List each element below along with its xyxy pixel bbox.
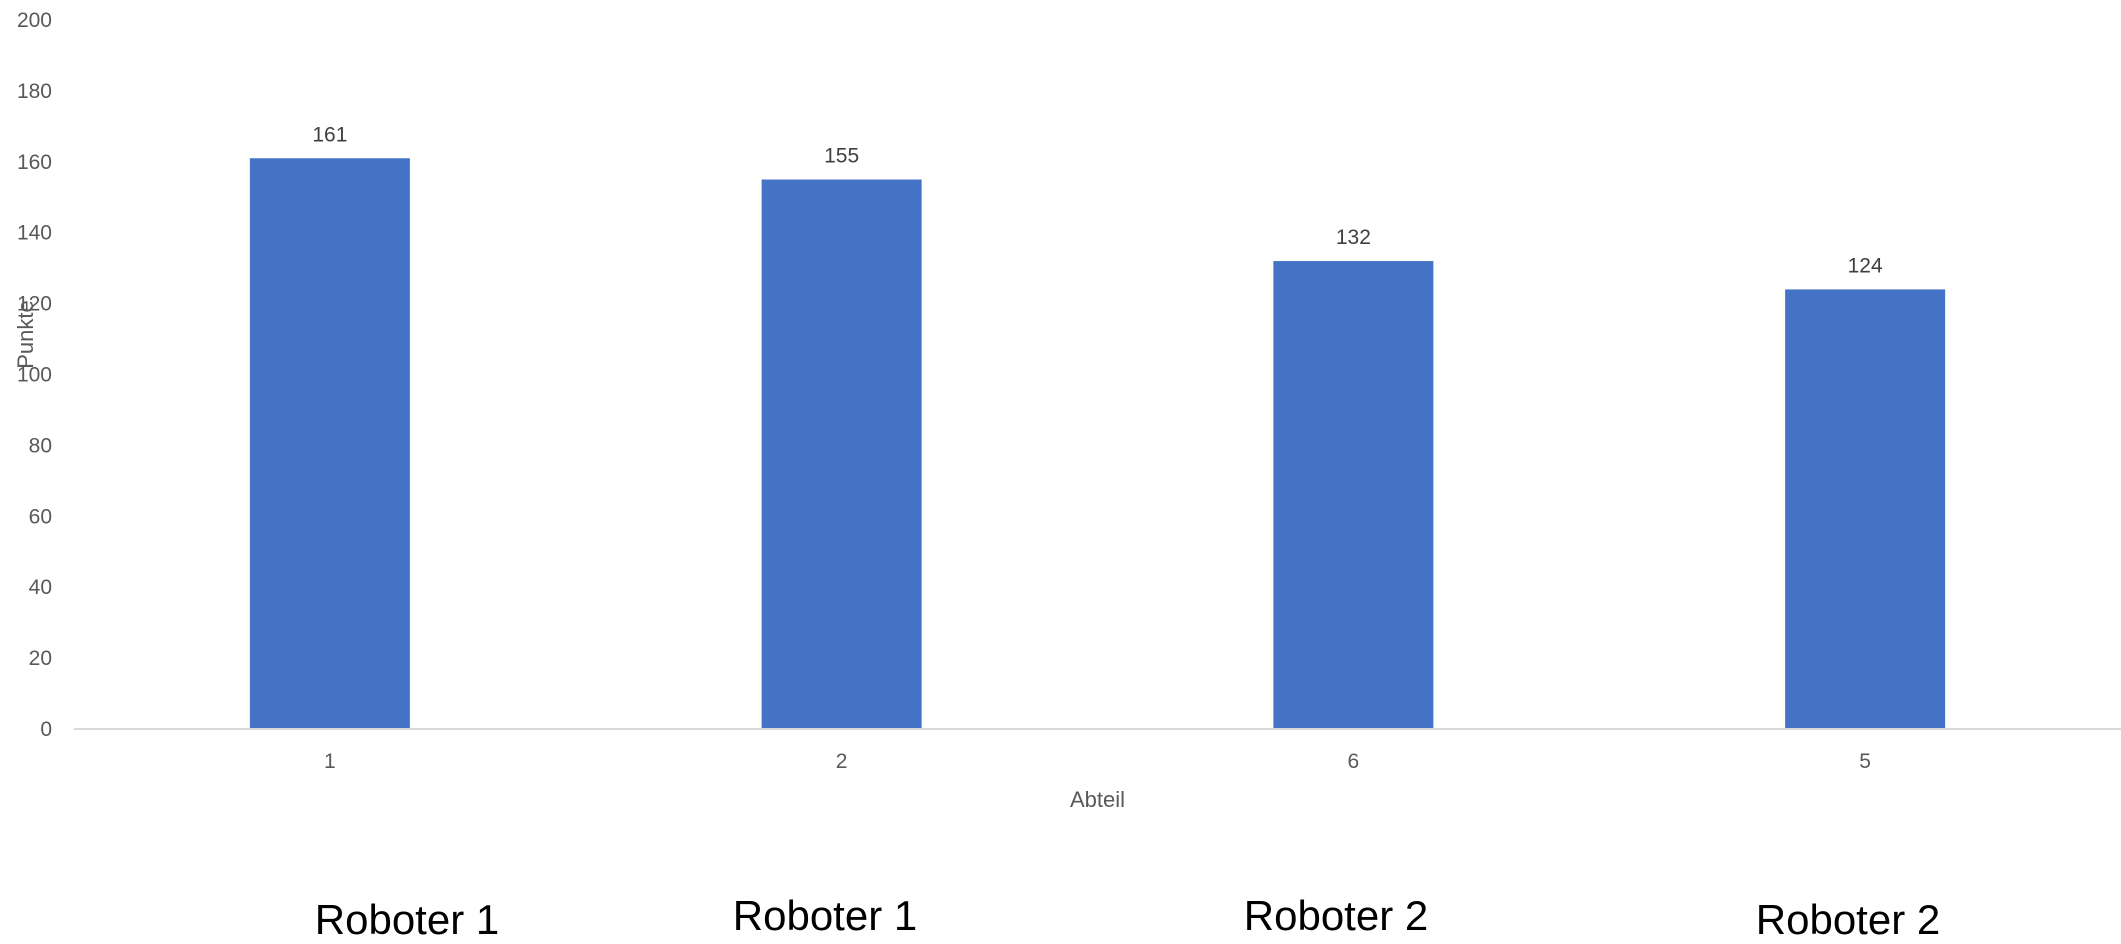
y-tick-label: 100 [17, 364, 52, 387]
bar [761, 179, 922, 729]
bar [1785, 289, 1946, 729]
y-tick-label: 80 [29, 434, 52, 457]
y-tick-label: 40 [29, 576, 52, 599]
x-tick-label: 2 [836, 750, 848, 773]
y-tick-label: 200 [17, 9, 52, 32]
y-tick-label: 0 [40, 718, 52, 741]
y-tick-label: 140 [17, 222, 52, 245]
x-tick-label: 6 [1348, 750, 1360, 773]
y-tick-label: 20 [29, 647, 52, 670]
x-axis-title: Abteil [1070, 787, 1125, 812]
data-labels: 161 155 132 124 [312, 123, 1883, 277]
data-label: 155 [824, 145, 859, 168]
x-tick-label: 5 [1859, 750, 1871, 773]
x-tick-label: 1 [324, 750, 336, 773]
y-axis-title: Punkte [13, 300, 38, 369]
y-tick-label: 60 [29, 505, 52, 528]
y-tick-label: 160 [17, 151, 52, 174]
x-axis-ticks: 1 2 6 5 [324, 750, 1871, 773]
data-label: 132 [1336, 226, 1371, 249]
bar [1273, 261, 1434, 729]
bar-chart: 0 20 40 60 80 100 120 140 160 180 200 161 155 132 124… [13, 9, 2121, 812]
y-axis-ticks: 0 20 40 60 80 100 120 140 160 180 200 [17, 9, 52, 741]
robot-label: Roboter 1 [732, 892, 918, 939]
robot-label: Roboter 2 [1243, 892, 1429, 939]
data-label: 124 [1848, 254, 1883, 277]
y-tick-label: 180 [17, 80, 52, 103]
robot-label: Roboter 2 [1755, 896, 1941, 943]
y-tick-label: 120 [17, 293, 52, 316]
bars [249, 158, 1946, 729]
data-label: 161 [312, 123, 347, 146]
robot-label: Roboter 1 [314, 896, 500, 943]
bar [249, 158, 410, 729]
